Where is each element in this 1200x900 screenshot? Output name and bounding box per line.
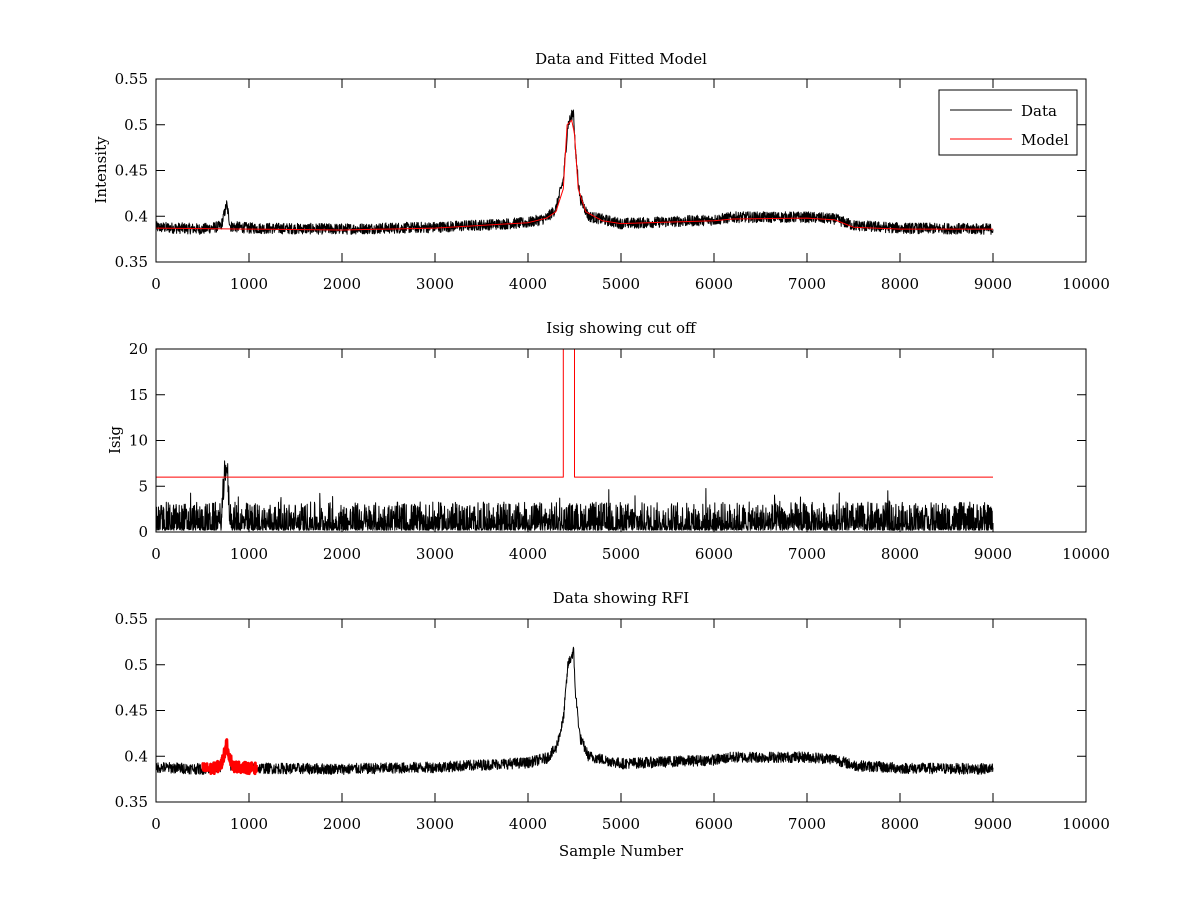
panel-3-series-0-line (155, 646, 994, 775)
x-tick-label: 8000 (881, 275, 919, 293)
x-tick-label: 4000 (509, 275, 547, 293)
y-tick-label: 0.35 (115, 793, 148, 811)
panel-2-ylabel: Isig (106, 426, 124, 454)
x-tick-label: 6000 (695, 275, 733, 293)
x-tick-label: 5000 (602, 275, 640, 293)
x-tick-label: 8000 (881, 815, 919, 833)
y-tick-label: 0.35 (115, 253, 148, 271)
x-tick-label: 0 (151, 275, 161, 293)
x-tick-label: 5000 (602, 545, 640, 563)
panel-3-yticks: 0.35 0.4 0.45 0.5 0.55 (115, 610, 1086, 811)
x-tick-label: 2000 (323, 815, 361, 833)
panel-1-ylabel: Intensity (92, 136, 110, 204)
x-tick-label: 10000 (1062, 815, 1110, 833)
x-tick-label: 10000 (1062, 275, 1110, 293)
x-tick-label: 4000 (509, 545, 547, 563)
y-tick-label: 0 (138, 523, 148, 541)
panel-2-yticks: 0 5 10 15 20 (129, 340, 1086, 541)
x-tick-label: 6000 (695, 815, 733, 833)
legend-box (938, 89, 1078, 156)
x-tick-label: 6000 (695, 545, 733, 563)
x-tick-label: 1000 (230, 545, 268, 563)
x-tick-label: 1000 (230, 275, 268, 293)
x-tick-label: 3000 (416, 275, 454, 293)
y-tick-label: 10 (129, 432, 148, 450)
y-tick-label: 0.55 (115, 610, 148, 628)
x-tick-label: 0 (151, 545, 161, 563)
legend-model-label: Model (1021, 131, 1069, 149)
x-tick-label: 8000 (881, 545, 919, 563)
panel-2: Isig showing cut off Isig 0 1000 2000 3000 4… (106, 319, 1110, 563)
panel-1-xticks: 0 1000 2000 3000 4000 5000 6000 7000 8000 9000 100… (151, 79, 1110, 293)
x-tick-label: 9000 (974, 545, 1012, 563)
x-tick-label: 3000 (416, 815, 454, 833)
panel-3-xticks: 0 1000 2000 3000 4000 5000 6000 7000 8000 9000 100… (151, 619, 1110, 833)
panel-2-title: Isig showing cut off (546, 319, 697, 337)
y-tick-label: 0.5 (124, 116, 148, 134)
y-tick-label: 0.45 (115, 162, 148, 180)
y-tick-label: 5 (138, 477, 148, 495)
x-tick-label: 7000 (788, 545, 826, 563)
panel-1-legend: Data Model (938, 89, 1078, 156)
panel-3-series (155, 646, 994, 776)
x-tick-label: 5000 (602, 815, 640, 833)
y-tick-label: 0.4 (124, 207, 148, 225)
panel-2-xticks: 0 1000 2000 3000 4000 5000 6000 7000 8000 9000 100… (151, 349, 1110, 563)
panel-3-xlabel: Sample Number (559, 842, 684, 860)
legend-data-label: Data (1021, 102, 1057, 120)
x-tick-label: 1000 (230, 815, 268, 833)
x-tick-label: 9000 (974, 815, 1012, 833)
y-tick-label: 0.4 (124, 747, 148, 765)
panel-3-title: Data showing RFI (553, 589, 689, 607)
panel-1-yticks: 0.35 0.4 0.45 0.5 0.55 (115, 70, 1086, 271)
x-tick-label: 0 (151, 815, 161, 833)
panel-1-series (155, 109, 994, 235)
panel-1-series-model-line (155, 119, 993, 231)
y-tick-label: 20 (129, 340, 148, 358)
panel-1-title: Data and Fitted Model (535, 50, 707, 68)
x-tick-label: 7000 (788, 275, 826, 293)
x-tick-label: 4000 (509, 815, 547, 833)
x-tick-label: 9000 (974, 275, 1012, 293)
panel-2-series-0-line (155, 460, 994, 531)
x-tick-label: 3000 (416, 545, 454, 563)
y-tick-label: 15 (129, 386, 148, 404)
x-tick-label: 7000 (788, 815, 826, 833)
y-tick-label: 0.5 (124, 656, 148, 674)
x-tick-label: 2000 (323, 275, 361, 293)
x-tick-label: 2000 (323, 545, 361, 563)
panel-3: Data showing RFI 0 1000 2000 3000 4000 5000 60… (115, 589, 1110, 860)
y-tick-label: 0.45 (115, 702, 148, 720)
x-tick-label: 10000 (1062, 545, 1110, 563)
y-tick-label: 0.55 (115, 70, 148, 88)
panel-1: Data and Fitted Model Intensity 0 1000 200… (92, 50, 1110, 293)
panel-3-series-1-line (201, 738, 258, 776)
